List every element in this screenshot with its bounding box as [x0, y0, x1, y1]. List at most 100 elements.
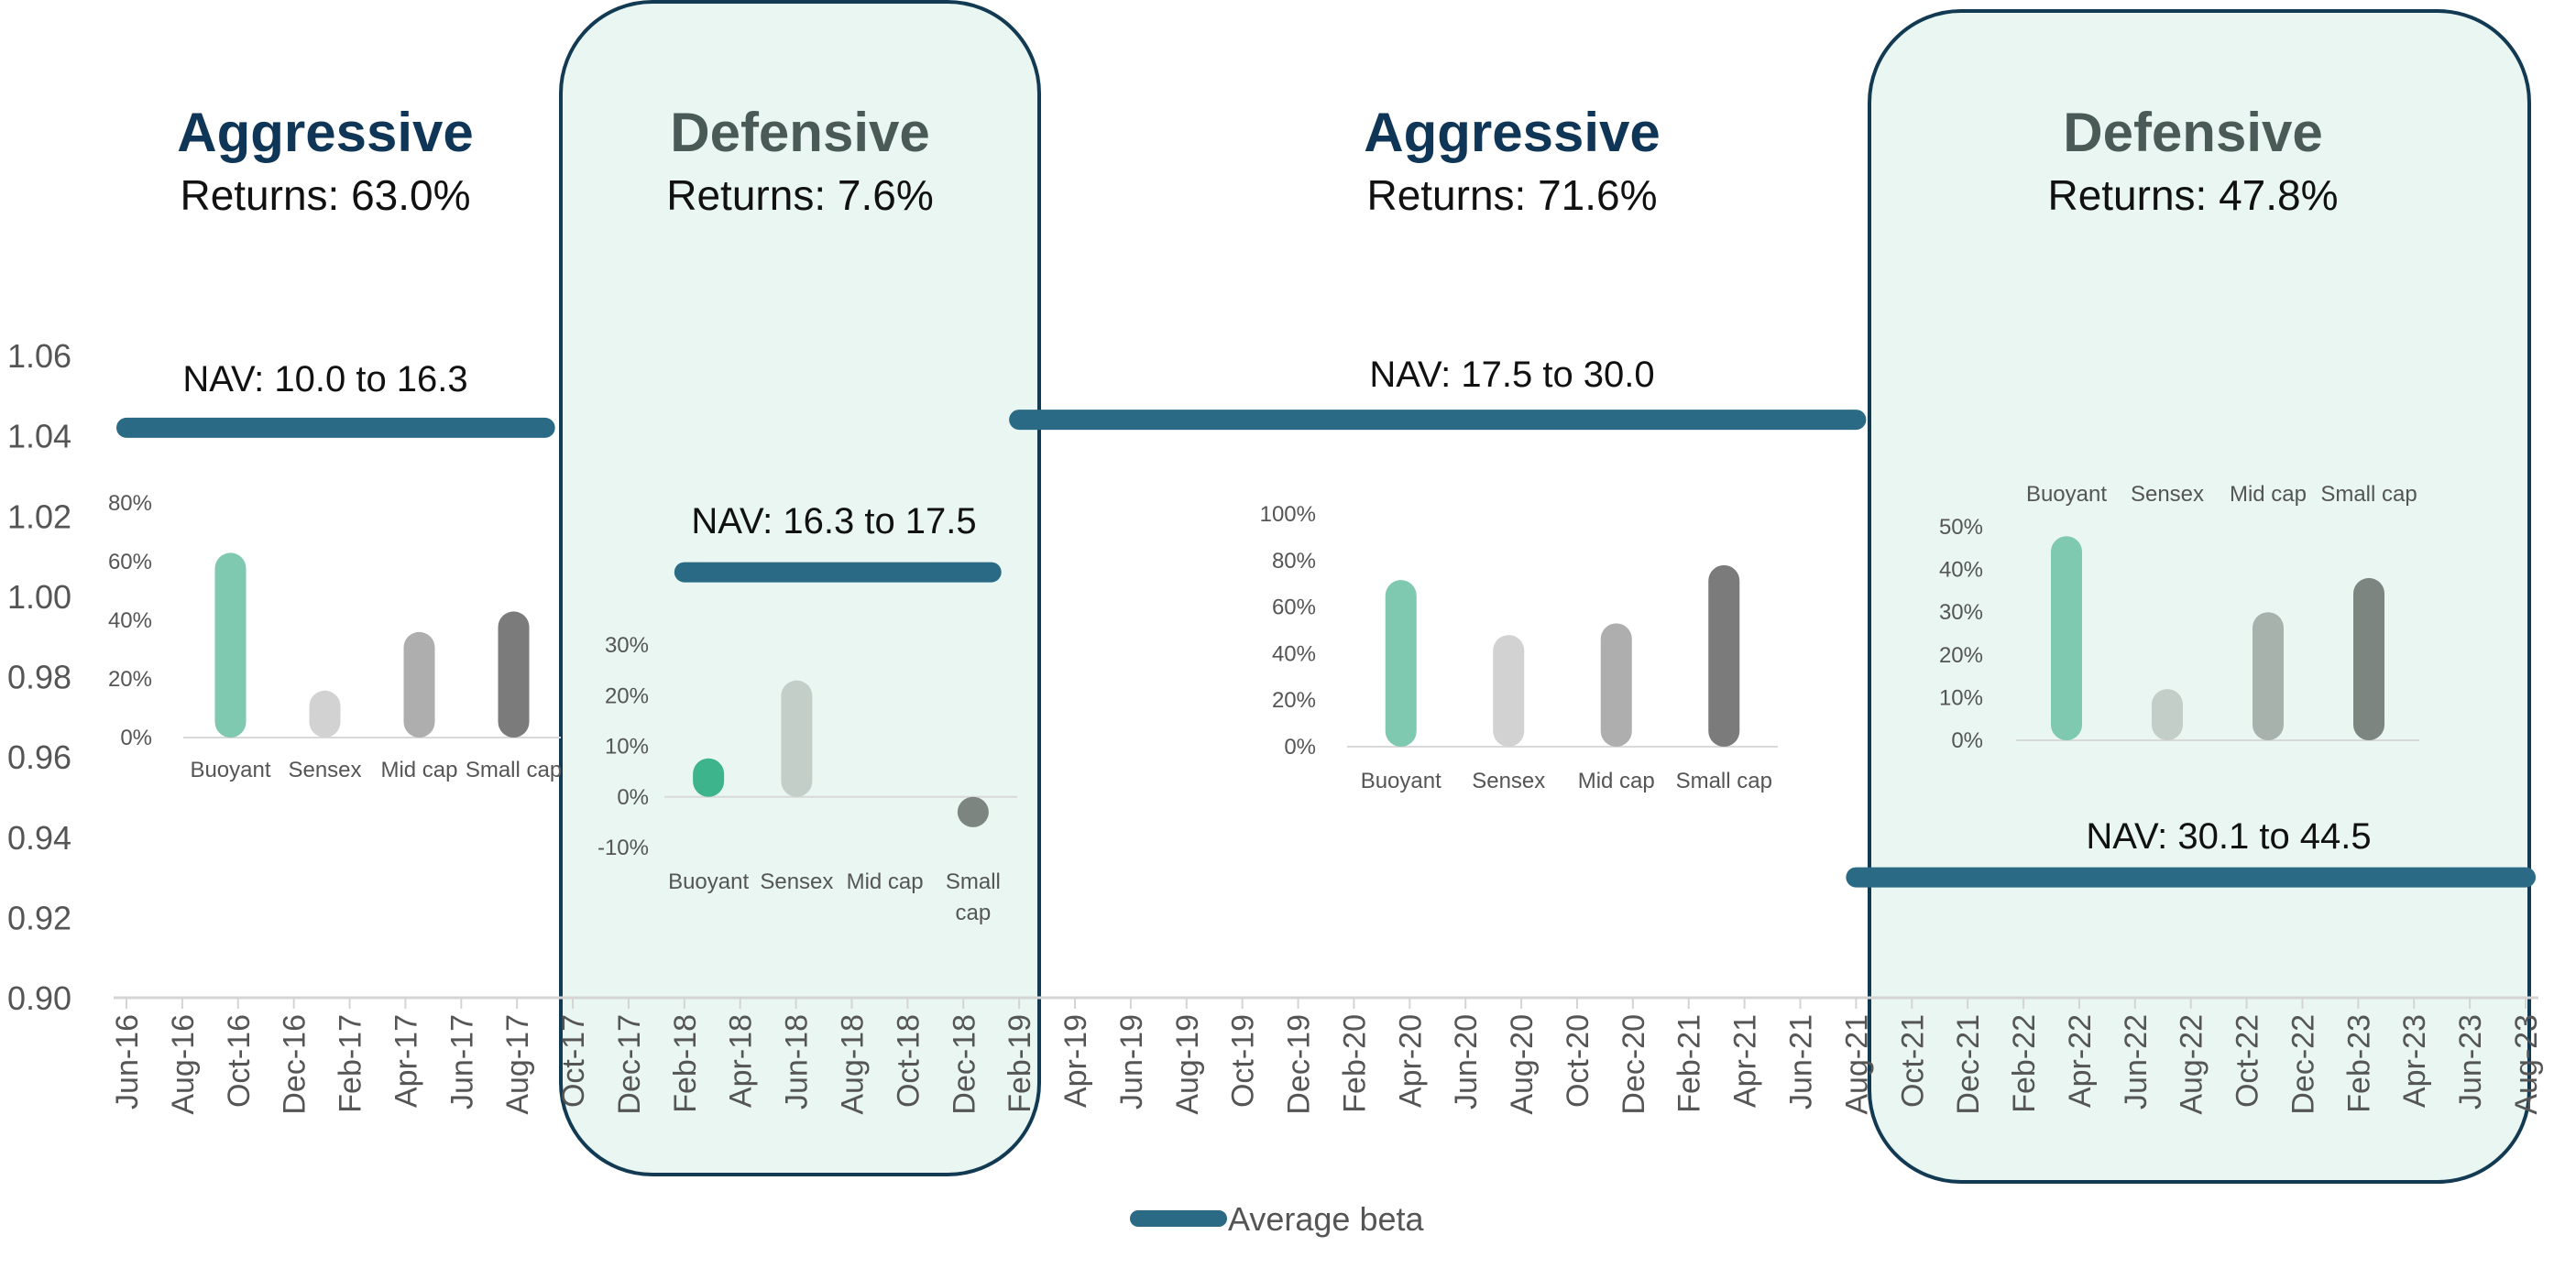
mini-category-label: Mid cap [2230, 482, 2307, 507]
mini-bar [403, 631, 435, 738]
mini-y-tick-label: 20% [108, 667, 152, 692]
mini-category-label: Small cap [466, 758, 562, 782]
x-tick-label: Apr-21 [1728, 1014, 1763, 1108]
x-tick-label: Dec-16 [278, 1014, 312, 1115]
x-tick-label: Jun-23 [2453, 1014, 2488, 1110]
mini-bar [957, 796, 989, 827]
regime-returns: Returns: 71.6% [1366, 171, 1657, 219]
x-tick-label: Oct-20 [1561, 1014, 1595, 1108]
regime-heading: Defensive [2063, 102, 2322, 163]
regime-nav: NAV: 17.5 to 30.0 [1369, 355, 1654, 395]
mini-category-label: Sensex [760, 869, 833, 894]
mini-category-label: Mid cap [847, 869, 924, 894]
x-tick-label: Dec-17 [612, 1014, 647, 1115]
mini-y-tick-label: 0% [617, 785, 649, 810]
mini-y-tick-label: 100% [1260, 502, 1316, 527]
x-tick-label: Dec-20 [1617, 1014, 1651, 1115]
mini-category-label: Mid cap [1578, 769, 1655, 793]
x-tick-label: Apr-22 [2063, 1014, 2098, 1108]
x-tick-label: Aug-20 [1505, 1014, 1540, 1115]
regime-heading: Aggressive [177, 102, 474, 163]
y-tick-label: 0.98 [7, 659, 71, 696]
x-tick-label: Aug-19 [1170, 1014, 1205, 1115]
mini-category-label: Sensex [288, 758, 361, 782]
mini-charts: 0% 20% 40% 60% 80% Buoyant Sensex Mid cap Small … [108, 482, 2419, 925]
regime-labels: Aggressive Returns: 63.0% NAV: 10.0 to 16.… [177, 102, 2371, 857]
regime-returns: Returns: 47.8% [2047, 171, 2338, 219]
x-tick-label: Aug-18 [835, 1014, 870, 1115]
x-tick-label: Aug-22 [2175, 1014, 2209, 1115]
regime-nav: NAV: 30.1 to 44.5 [2086, 816, 2371, 857]
mini-category-label: Sensex [1472, 769, 1545, 793]
mini-y-tick-label: 0% [1284, 735, 1316, 760]
x-tick-label: Apr-17 [389, 1014, 423, 1108]
x-tick-label: Apr-20 [1393, 1014, 1428, 1108]
mini-bar [2051, 536, 2082, 740]
mini-y-tick-label: 20% [1939, 643, 1983, 668]
regime-returns: Returns: 63.0% [180, 171, 470, 219]
y-axis-ticks: 0.90 0.92 0.94 0.96 0.98 1.00 1.02 1.04 1.06 [7, 337, 71, 1017]
x-tick-label: Dec-22 [2286, 1014, 2320, 1115]
regime-nav: NAV: 10.0 to 16.3 [182, 359, 467, 399]
defensive-regime-box [559, 0, 1041, 1176]
legend: Average beta [1130, 1200, 1424, 1238]
mini-y-tick-label: 0% [120, 726, 152, 750]
y-tick-label: 1.02 [7, 497, 71, 535]
x-tick-label: Oct-18 [891, 1014, 926, 1108]
mini-y-tick-label: 10% [605, 735, 649, 760]
x-tick-label: Oct-16 [222, 1014, 257, 1108]
main-axes: 0.90 0.92 0.94 0.96 0.98 1.00 1.02 1.04 1.06 Jun… [7, 337, 2544, 1115]
mini-category-label: Mid cap [380, 758, 457, 782]
x-tick-label: Oct-17 [556, 1014, 591, 1108]
x-tick-label: Jun-19 [1114, 1014, 1149, 1110]
mini-category-label: Buoyant [2026, 482, 2107, 507]
defensive-regime-box [1868, 9, 2531, 1184]
average-beta-series [116, 410, 2536, 888]
legend-label: Average beta [1228, 1200, 1424, 1238]
x-tick-label: Apr-19 [1058, 1014, 1093, 1108]
mini-bar [2253, 612, 2284, 740]
mini-y-tick-label: 50% [1939, 515, 1983, 540]
y-tick-label: 0.90 [7, 979, 71, 1017]
regime-returns: Returns: 7.6% [666, 171, 933, 219]
x-tick-label: Aug-23 [2509, 1014, 2544, 1115]
mini-bar-chart: 0% 20% 40% 60% 80% 100% Buoyant Sensex Mid cap Sm… [1260, 502, 1778, 793]
mini-bar [693, 758, 725, 797]
x-tick-label: Oct-21 [1895, 1014, 1930, 1108]
mini-bar [2152, 689, 2183, 740]
mini-bar [1493, 635, 1525, 747]
x-tick-label: Apr-23 [2397, 1014, 2432, 1108]
mini-y-tick-label: 60% [1272, 596, 1316, 620]
x-tick-label: Feb-22 [2007, 1014, 2042, 1113]
mini-bar-chart: -10% 0% 10% 20% 30% Buoyant Sensex Mid cap Small… [597, 633, 1017, 925]
y-tick-label: 1.04 [7, 418, 71, 455]
x-tick-label: Aug-16 [166, 1014, 201, 1115]
mini-bar [2353, 577, 2384, 740]
x-tick-label: Oct-22 [2231, 1014, 2265, 1108]
mini-y-tick-label: 30% [1939, 600, 1983, 625]
mini-bar [309, 690, 341, 738]
x-tick-label: Jun-20 [1449, 1014, 1484, 1110]
regime-nav: NAV: 16.3 to 17.5 [691, 501, 976, 541]
y-tick-label: 0.94 [7, 819, 71, 857]
mini-category-label: Buoyant [190, 758, 270, 782]
x-tick-label: Jun-22 [2119, 1014, 2154, 1110]
y-tick-label: 0.96 [7, 738, 71, 776]
mini-category-label: Small cap [1676, 769, 1772, 793]
mini-bar-chart: 0% 10% 20% 30% 40% 50% Buoyant Sensex Mid cap Sma… [1939, 482, 2419, 753]
mini-bar [214, 552, 247, 738]
y-tick-label: 1.06 [7, 337, 71, 375]
regime-boxes [559, 0, 2531, 1184]
mini-y-tick-label: 40% [1939, 558, 1983, 583]
x-tick-label: Dec-19 [1282, 1014, 1317, 1115]
mini-y-tick-label: 40% [1272, 641, 1316, 666]
x-tick-label: Feb-23 [2341, 1014, 2376, 1113]
mini-category-label: Sensex [2131, 482, 2204, 507]
mini-category-label: Buoyant [668, 869, 749, 894]
mini-category-label: Small cap [2320, 482, 2417, 507]
mini-bar [498, 611, 530, 738]
x-tick-label: Aug-17 [500, 1014, 535, 1115]
x-tick-label: Feb-20 [1337, 1014, 1372, 1113]
mini-bar [781, 680, 813, 797]
x-tick-label: Jun-21 [1784, 1014, 1819, 1110]
